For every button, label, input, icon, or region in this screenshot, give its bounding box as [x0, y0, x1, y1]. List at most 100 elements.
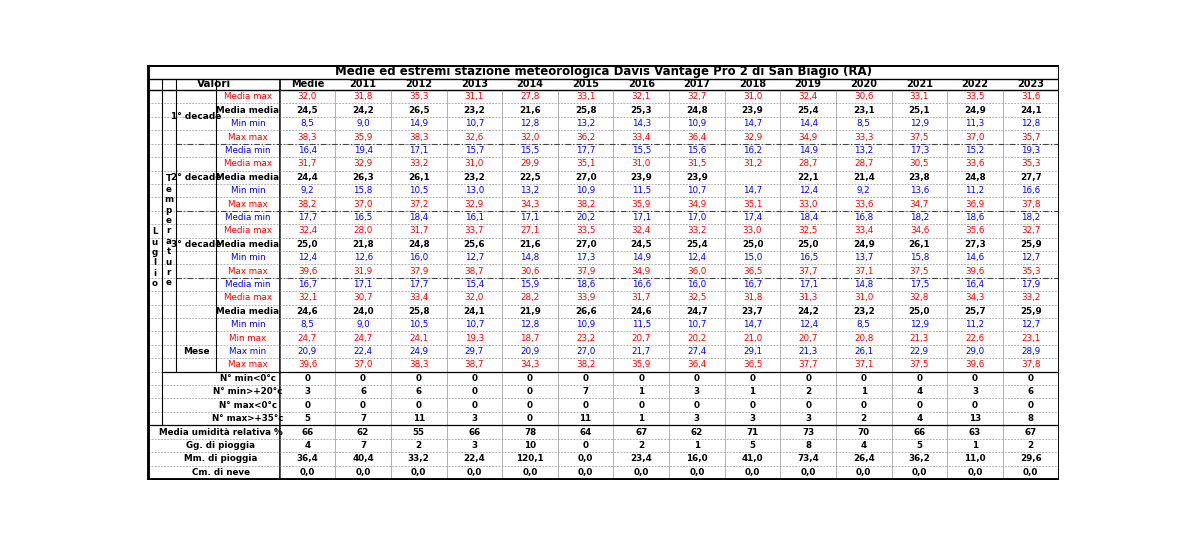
- Text: 24,6: 24,6: [631, 307, 652, 316]
- Text: Media min: Media min: [225, 280, 271, 289]
- Text: 18,6: 18,6: [576, 280, 596, 289]
- Text: 31,0: 31,0: [743, 92, 763, 101]
- Text: 12,6: 12,6: [353, 253, 373, 262]
- Text: 37,0: 37,0: [353, 361, 373, 369]
- Text: 34,7: 34,7: [910, 199, 929, 209]
- Text: 26,1: 26,1: [909, 240, 930, 249]
- Text: 30,6: 30,6: [520, 267, 540, 275]
- Text: 0: 0: [750, 374, 756, 383]
- Text: 28,2: 28,2: [520, 293, 539, 302]
- Text: 35,9: 35,9: [632, 199, 651, 209]
- Text: 29,1: 29,1: [743, 347, 762, 356]
- Text: 12,8: 12,8: [520, 320, 539, 329]
- Text: 16,5: 16,5: [353, 213, 373, 222]
- Text: 23,2: 23,2: [464, 172, 485, 182]
- Text: 37,9: 37,9: [410, 267, 428, 275]
- Text: 0,0: 0,0: [800, 468, 816, 476]
- Text: Medie ed estremi stazione meteorologica Davis Vantage Pro 2 di San Biagio (RA): Medie ed estremi stazione meteorologica …: [334, 66, 872, 79]
- Text: 33,2: 33,2: [410, 160, 428, 168]
- Text: 31,7: 31,7: [632, 293, 651, 302]
- Text: 29,0: 29,0: [965, 347, 985, 356]
- Text: 17,5: 17,5: [910, 280, 929, 289]
- Text: 10,5: 10,5: [410, 186, 428, 195]
- Text: 26,1: 26,1: [408, 172, 430, 182]
- Text: 39,6: 39,6: [965, 361, 985, 369]
- Text: 0,0: 0,0: [300, 468, 315, 476]
- Text: 2018: 2018: [739, 79, 766, 89]
- Text: 16,1: 16,1: [465, 213, 484, 222]
- Text: 4: 4: [305, 441, 311, 450]
- Text: 5: 5: [305, 414, 311, 423]
- Text: 39,6: 39,6: [965, 267, 985, 275]
- Text: 38,7: 38,7: [465, 267, 484, 275]
- Text: 25,9: 25,9: [1020, 240, 1042, 249]
- Text: 0: 0: [583, 441, 588, 450]
- Text: 23,2: 23,2: [853, 307, 875, 316]
- Text: 14,6: 14,6: [965, 253, 985, 262]
- Text: 10,7: 10,7: [687, 320, 706, 329]
- Text: 17,1: 17,1: [632, 213, 651, 222]
- Text: N° max>+35°c: N° max>+35°c: [212, 414, 284, 423]
- Text: Media media: Media media: [217, 240, 279, 249]
- Text: 15,7: 15,7: [465, 146, 484, 155]
- Text: 23,1: 23,1: [1022, 334, 1040, 343]
- Text: 20,7: 20,7: [632, 334, 651, 343]
- Text: 24,6: 24,6: [297, 307, 318, 316]
- Text: 2: 2: [638, 441, 644, 450]
- Text: 8,5: 8,5: [857, 320, 871, 329]
- Text: 35,7: 35,7: [1020, 133, 1040, 142]
- Text: 20,8: 20,8: [855, 334, 873, 343]
- Text: 0: 0: [860, 400, 866, 410]
- Text: 34,6: 34,6: [910, 226, 929, 236]
- Text: 23,7: 23,7: [742, 307, 764, 316]
- Text: 35,6: 35,6: [965, 226, 985, 236]
- Text: 0,0: 0,0: [578, 468, 593, 476]
- Text: 38,3: 38,3: [408, 133, 428, 142]
- Text: 17,3: 17,3: [576, 253, 596, 262]
- Text: 67: 67: [636, 427, 647, 437]
- Text: 2: 2: [415, 441, 421, 450]
- Text: 12,4: 12,4: [298, 253, 317, 262]
- Text: 0: 0: [527, 400, 533, 410]
- Text: Media max: Media max: [224, 92, 272, 101]
- Text: 8,5: 8,5: [300, 119, 314, 128]
- Text: 32,9: 32,9: [465, 199, 484, 209]
- Text: Min min: Min min: [231, 320, 265, 329]
- Text: 73,4: 73,4: [797, 454, 819, 464]
- Text: 33,2: 33,2: [1020, 293, 1040, 302]
- Text: 21,0: 21,0: [743, 334, 763, 343]
- Text: 21,3: 21,3: [910, 334, 929, 343]
- Text: 27,7: 27,7: [1019, 172, 1042, 182]
- Text: 8: 8: [1028, 414, 1033, 423]
- Text: 20,2: 20,2: [576, 213, 596, 222]
- Text: 31,2: 31,2: [743, 160, 763, 168]
- Text: 12,7: 12,7: [1022, 253, 1040, 262]
- Text: 0,0: 0,0: [633, 468, 649, 476]
- Text: 16,0: 16,0: [410, 253, 428, 262]
- Text: 16,0: 16,0: [686, 454, 707, 464]
- Text: 37,1: 37,1: [855, 267, 873, 275]
- Text: 12,4: 12,4: [799, 320, 818, 329]
- Text: 2022: 2022: [962, 79, 989, 89]
- Text: 11,2: 11,2: [965, 320, 985, 329]
- Text: 4: 4: [917, 414, 923, 423]
- Text: 32,5: 32,5: [798, 226, 818, 236]
- Text: Media media: Media media: [217, 106, 279, 115]
- Text: 34,9: 34,9: [687, 199, 706, 209]
- Text: 36,4: 36,4: [297, 454, 318, 464]
- Text: 33,1: 33,1: [910, 92, 929, 101]
- Text: 28,7: 28,7: [798, 160, 818, 168]
- Text: 78: 78: [524, 427, 536, 437]
- Text: 32,7: 32,7: [687, 92, 706, 101]
- Text: 32,5: 32,5: [687, 293, 706, 302]
- Text: 5: 5: [917, 441, 923, 450]
- Text: 0: 0: [360, 374, 366, 383]
- Text: 25,0: 25,0: [798, 240, 819, 249]
- Text: 10,7: 10,7: [687, 186, 706, 195]
- Text: 17,0: 17,0: [687, 213, 706, 222]
- Text: 25,8: 25,8: [574, 106, 597, 115]
- Text: 0,0: 0,0: [355, 468, 371, 476]
- Text: 30,5: 30,5: [910, 160, 929, 168]
- Text: 27,4: 27,4: [687, 347, 706, 356]
- Text: 8,5: 8,5: [857, 119, 871, 128]
